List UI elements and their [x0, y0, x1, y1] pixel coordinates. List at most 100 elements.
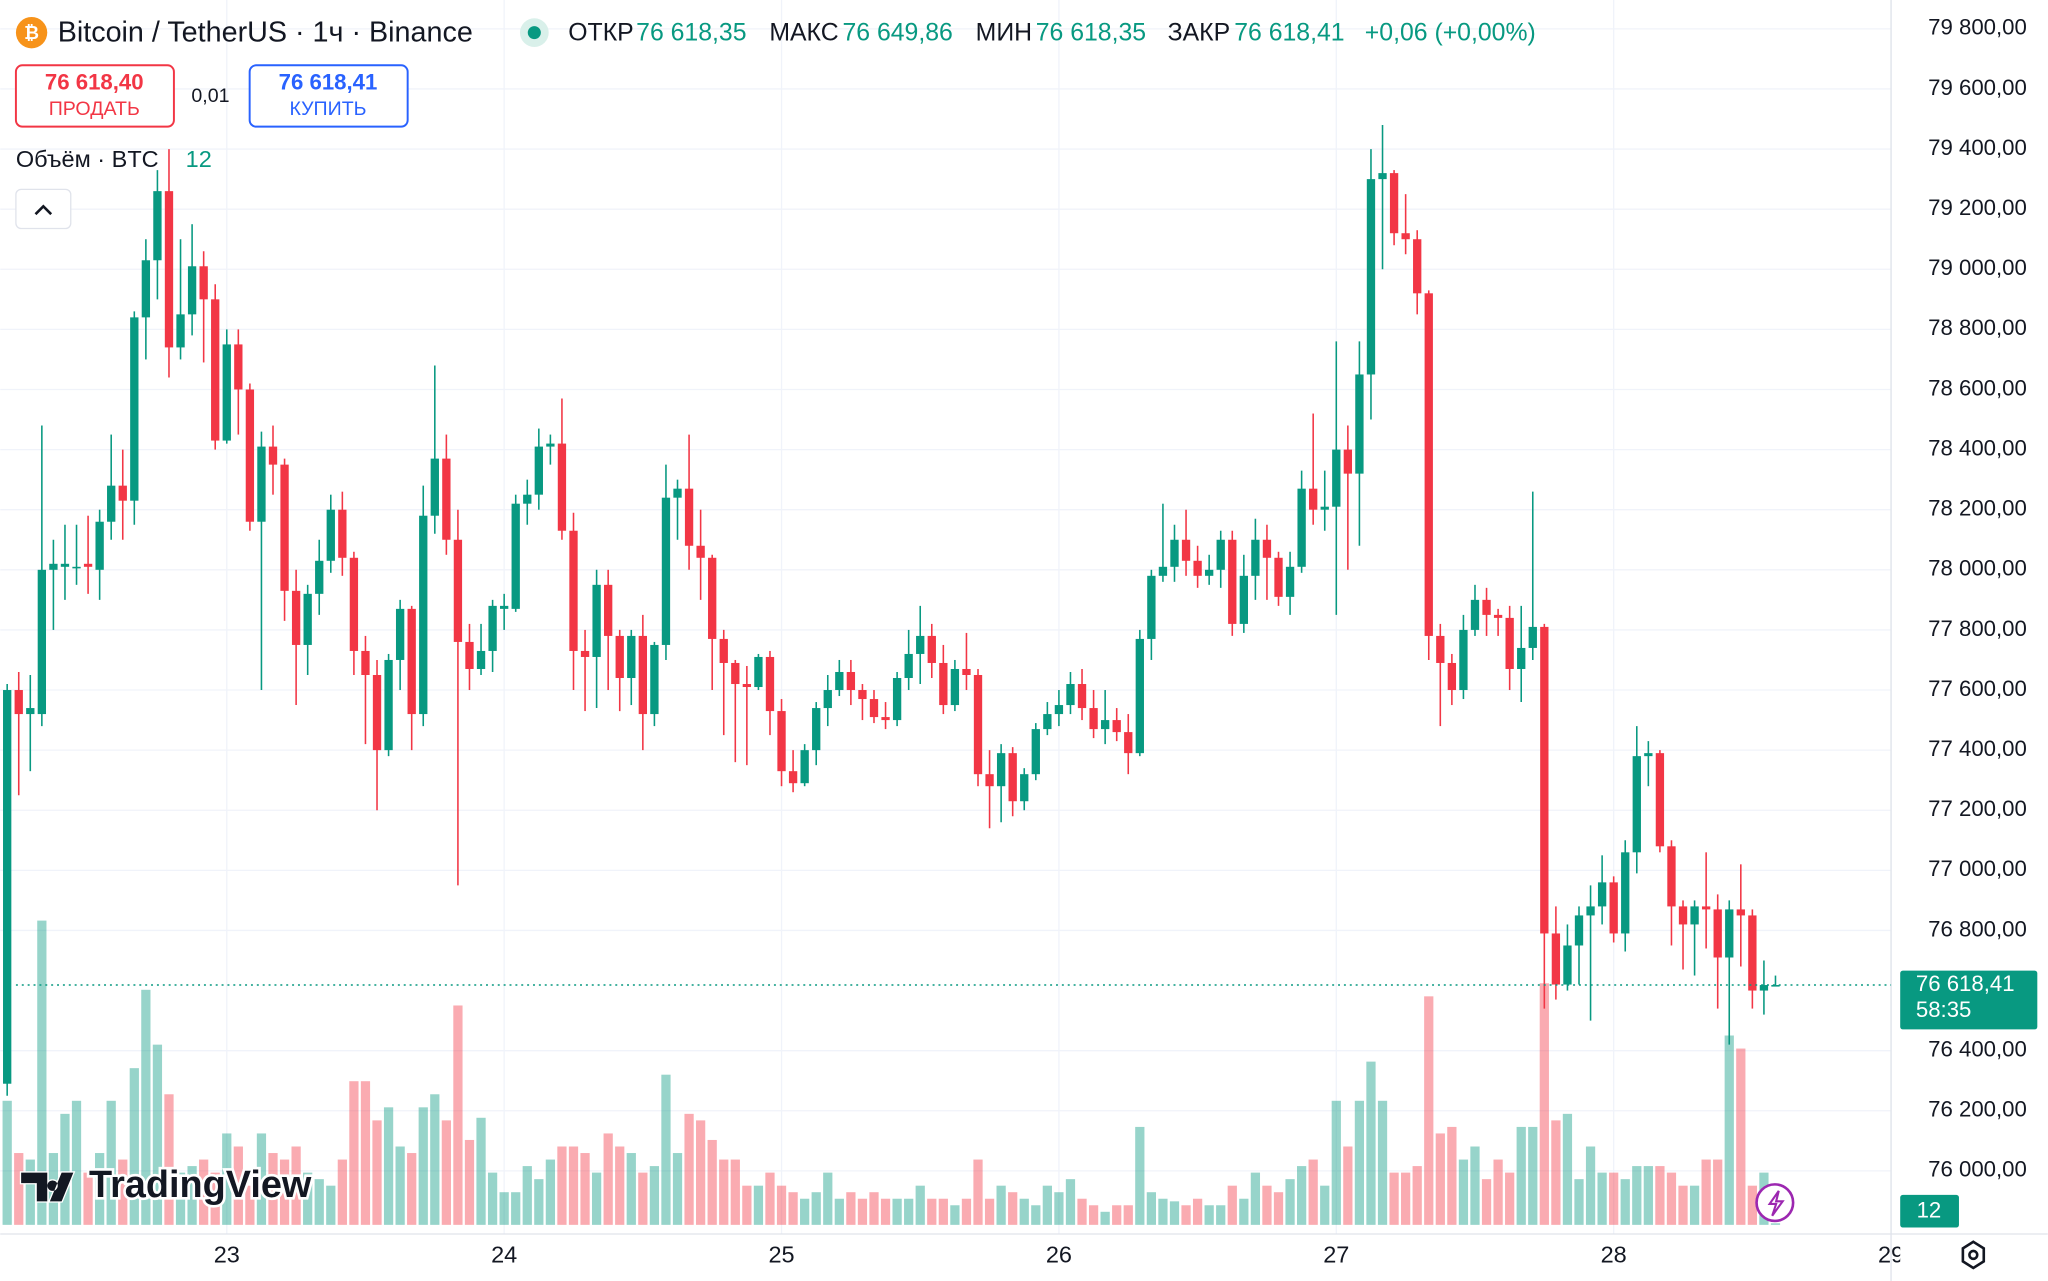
- volume-bar: [1343, 1146, 1353, 1225]
- volume-bar: [1181, 1205, 1191, 1225]
- grid: [0, 0, 1892, 1234]
- candle-body: [303, 593, 312, 645]
- candle-body: [1378, 173, 1387, 180]
- volume-bar: [141, 989, 151, 1225]
- buy-box[interactable]: [248, 64, 409, 128]
- candle-body: [777, 711, 786, 772]
- candle-body: [291, 590, 301, 645]
- volume-bar: [1204, 1205, 1214, 1225]
- symbol-title[interactable]: Bitcoin / TetherUS · 1ч · Binance: [58, 17, 473, 49]
- candle-body: [1690, 906, 1699, 925]
- volume-bar: [71, 1100, 82, 1225]
- volume-bar: [915, 1185, 925, 1225]
- volume-bar: [441, 1120, 451, 1225]
- buy-price[interactable]: 76 618,41: [279, 69, 378, 94]
- volume-bar: [1273, 1192, 1284, 1225]
- volume-bar: [1135, 1126, 1145, 1225]
- candle-body: [1551, 933, 1561, 985]
- volume-bar: [95, 1153, 105, 1225]
- candle-body: [904, 653, 913, 679]
- candle-body: [742, 684, 752, 688]
- volume-bar: [1493, 1159, 1503, 1225]
- candle-body: [996, 753, 1006, 787]
- candle-body: [1517, 647, 1526, 669]
- volume-bar: [1216, 1205, 1226, 1225]
- candle-body: [384, 659, 393, 751]
- volume-bar: [291, 1146, 301, 1225]
- buy-label[interactable]: КУПИТЬ: [289, 98, 366, 120]
- settings-icon[interactable]: [1968, 1249, 1979, 1261]
- volume-bar: [118, 1159, 128, 1225]
- candle-body: [1100, 720, 1110, 730]
- candle-body: [326, 509, 335, 561]
- candle-body: [627, 635, 636, 679]
- candle-body: [130, 317, 139, 501]
- candle-body: [1239, 575, 1248, 624]
- volume-bar: [511, 1192, 521, 1225]
- candle-body: [315, 560, 324, 594]
- collapse-button[interactable]: [15, 188, 72, 230]
- candle-body: [222, 344, 231, 441]
- volume-bar: [279, 1159, 290, 1225]
- candle-body: [684, 488, 694, 546]
- volume-bar: [303, 1172, 313, 1225]
- candles: [3, 125, 1780, 1096]
- candle-body: [37, 569, 47, 715]
- volume-bar: [1689, 1185, 1700, 1225]
- candle-body: [1008, 753, 1017, 802]
- candle-body: [395, 608, 405, 660]
- volume-bar: [453, 1005, 463, 1225]
- sell-box[interactable]: [14, 64, 175, 128]
- candle-body: [939, 662, 948, 706]
- volume-bar: [2, 1100, 12, 1225]
- volume-bar: [1747, 1185, 1757, 1225]
- candle-body: [95, 521, 104, 570]
- collapse-icon[interactable]: [34, 204, 53, 216]
- logo: TradingView: [19, 1161, 315, 1209]
- volume-bar: [1042, 1185, 1052, 1225]
- candle-body: [1389, 173, 1399, 234]
- volume-bar: [233, 1146, 243, 1225]
- candle-body: [1655, 753, 1665, 847]
- candle-body: [1332, 449, 1341, 507]
- volume-bar: [696, 1120, 706, 1225]
- volume-bar: [164, 1094, 174, 1225]
- alert-icon[interactable]: [1755, 1183, 1795, 1223]
- volume-bar: [476, 1117, 486, 1225]
- candle-body: [176, 314, 185, 348]
- y-tick-label: 77 800,00: [1928, 616, 2027, 641]
- volume-bar: [1412, 1166, 1422, 1225]
- candle-body: [650, 644, 659, 715]
- volume-bar: [360, 1081, 371, 1225]
- settings-icon[interactable]: [1961, 1240, 1986, 1270]
- volume-bar: [1308, 1159, 1318, 1225]
- volume-bar: [1770, 1223, 1781, 1225]
- volume-bar: [996, 1185, 1006, 1225]
- volume-bar: [1031, 1205, 1041, 1225]
- candle-body: [1713, 909, 1722, 958]
- buy-button[interactable]: 76 618,41 КУПИТЬ: [248, 64, 409, 128]
- volume-bar: [1054, 1192, 1064, 1225]
- volume-bar: [83, 1172, 93, 1225]
- volume-bar: [857, 1198, 868, 1225]
- y-tick-label: 76 400,00: [1928, 1037, 2027, 1062]
- candle-body: [696, 545, 705, 558]
- candle-body: [372, 674, 382, 751]
- volume-bar: [649, 1166, 660, 1225]
- candle-body: [1228, 539, 1237, 624]
- sell-price[interactable]: 76 618,40: [45, 69, 144, 94]
- candle-body: [268, 446, 278, 465]
- sell-button[interactable]: 76 618,40 ПРОДАТЬ: [14, 64, 175, 128]
- volume-bar: [800, 1198, 810, 1225]
- candle-body: [754, 656, 763, 688]
- volume-bar: [730, 1159, 740, 1225]
- y-tick-label: 77 400,00: [1928, 736, 2027, 761]
- alert-icon[interactable]: [1767, 1190, 1785, 1217]
- candle-body: [1089, 708, 1098, 730]
- volume-bar: [1655, 1166, 1665, 1225]
- volume-bar: [1632, 1166, 1642, 1225]
- volume-bar: [1077, 1198, 1087, 1225]
- sell-label[interactable]: ПРОДАТЬ: [49, 98, 140, 120]
- volume-bar: [1539, 983, 1549, 1225]
